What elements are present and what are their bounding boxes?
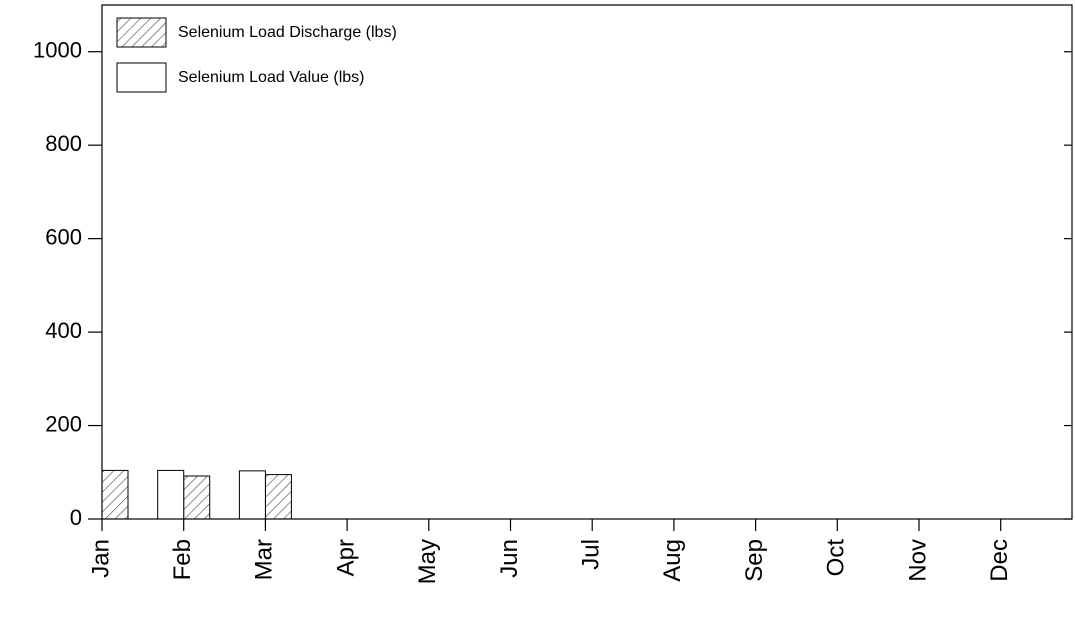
x-tick-label: Oct bbox=[823, 539, 850, 577]
legend-label: Selenium Load Discharge (lbs) bbox=[178, 24, 397, 41]
legend-label: Selenium Load Value (lbs) bbox=[178, 69, 364, 86]
y-tick-label: 800 bbox=[45, 131, 82, 156]
x-tick-label: Jan bbox=[87, 539, 114, 578]
bar bbox=[157, 469, 185, 519]
bar bbox=[264, 474, 292, 519]
x-tick-label: Dec bbox=[986, 539, 1013, 582]
bar bbox=[238, 470, 266, 519]
y-tick-label: 1000 bbox=[33, 38, 82, 63]
x-tick-label: Aug bbox=[659, 539, 686, 582]
y-tick-label: 600 bbox=[45, 224, 82, 249]
x-tick-label: Apr bbox=[332, 539, 359, 576]
x-tick-label: Jul bbox=[578, 539, 605, 570]
plot-frame bbox=[101, 4, 1073, 520]
x-tick-label: Nov bbox=[904, 539, 931, 582]
bar bbox=[102, 469, 129, 519]
y-tick-label: 400 bbox=[45, 318, 82, 343]
legend-swatch bbox=[116, 62, 167, 93]
legend-swatch bbox=[116, 17, 167, 48]
x-tick-label: Jun bbox=[496, 539, 523, 578]
x-tick-label: Mar bbox=[251, 539, 278, 580]
plot-area bbox=[102, 469, 292, 519]
x-tick-label: Sep bbox=[741, 539, 768, 582]
bar bbox=[183, 475, 211, 519]
x-tick-label: Feb bbox=[169, 539, 196, 580]
y-tick-label: 200 bbox=[45, 411, 82, 436]
y-tick-label: 0 bbox=[70, 505, 82, 530]
x-tick-label: May bbox=[414, 539, 441, 584]
